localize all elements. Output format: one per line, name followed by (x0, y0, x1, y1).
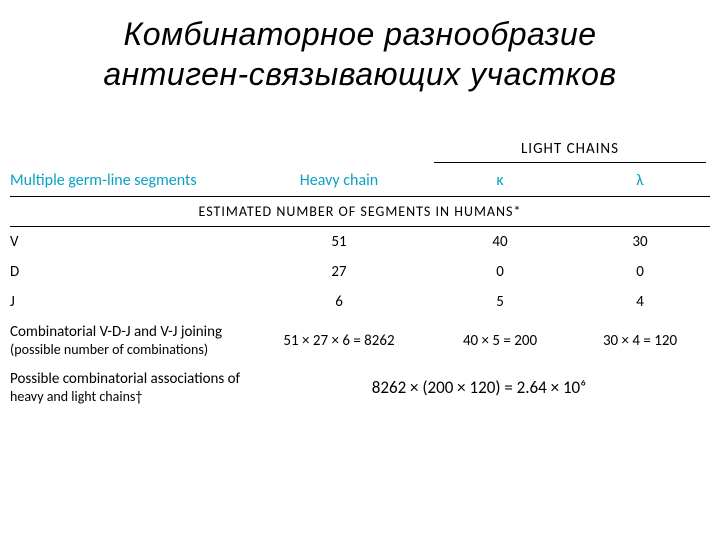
row-combinatorial-lambda: 30 × 4 = 120 (570, 317, 710, 364)
title-line-2: антиген-связывающих участков (103, 56, 616, 92)
row-j: J 6 5 4 (10, 287, 710, 317)
row-combinatorial: Combinatorial V-D-J and V-J joining (pos… (10, 317, 710, 364)
row-possible-calc: 8262 × (200 × 120) = 2.64 × 10⁶ (248, 364, 710, 411)
row-combinatorial-label: Combinatorial V-D-J and V-J joining (pos… (10, 317, 248, 364)
col-header-heavy: Heavy chain (248, 165, 430, 197)
segments-table: LIGHT CHAINS Multiple germ-line segments… (10, 134, 710, 411)
row-v-lambda: 30 (570, 227, 710, 258)
light-chains-label: LIGHT CHAINS (434, 140, 706, 163)
row-j-lambda: 4 (570, 287, 710, 317)
light-chains-header-row: LIGHT CHAINS (10, 134, 710, 165)
row-combinatorial-heavy: 51 × 27 × 6 = 8262 (248, 317, 430, 364)
empty-cell (10, 134, 248, 165)
row-v-kappa: 40 (430, 227, 570, 258)
table-container: LIGHT CHAINS Multiple germ-line segments… (0, 104, 720, 411)
row-combinatorial-label-2: (possible number of combinations) (10, 341, 244, 358)
row-combinatorial-label-1: Combinatorial V-D-J and V-J joining (10, 323, 222, 341)
slide: Комбинаторное разнообразие антиген-связы… (0, 0, 720, 540)
row-d: D 27 0 0 (10, 257, 710, 287)
subheader-cell: ESTIMATED NUMBER OF SEGMENTS IN HUMANS* (10, 197, 710, 227)
row-j-heavy: 6 (248, 287, 430, 317)
row-d-lambda: 0 (570, 257, 710, 287)
row-d-heavy: 27 (248, 257, 430, 287)
row-v: V 51 40 30 (10, 227, 710, 258)
row-d-kappa: 0 (430, 257, 570, 287)
row-possible-label-1: Possible combinatorial associations of (10, 370, 240, 388)
col-header-segments: Multiple germ-line segments (10, 165, 248, 197)
row-j-kappa: 5 (430, 287, 570, 317)
row-possible: Possible combinatorial associations of h… (10, 364, 710, 411)
row-combinatorial-kappa: 40 × 5 = 200 (430, 317, 570, 364)
row-j-label: J (10, 287, 248, 317)
col-header-kappa: κ (430, 165, 570, 197)
row-possible-label: Possible combinatorial associations of h… (10, 364, 248, 411)
column-header-row: Multiple germ-line segments Heavy chain … (10, 165, 710, 197)
title-line-1: Комбинаторное разнообразие (123, 16, 596, 52)
col-header-lambda: λ (570, 165, 710, 197)
empty-cell (248, 134, 430, 165)
row-d-label: D (10, 257, 248, 287)
row-v-label: V (10, 227, 248, 258)
row-v-heavy: 51 (248, 227, 430, 258)
subheader-row: ESTIMATED NUMBER OF SEGMENTS IN HUMANS* (10, 197, 710, 227)
slide-title: Комбинаторное разнообразие антиген-связы… (0, 0, 720, 104)
light-chains-header-cell: LIGHT CHAINS (430, 134, 710, 165)
row-possible-label-2: heavy and light chains† (10, 388, 244, 405)
